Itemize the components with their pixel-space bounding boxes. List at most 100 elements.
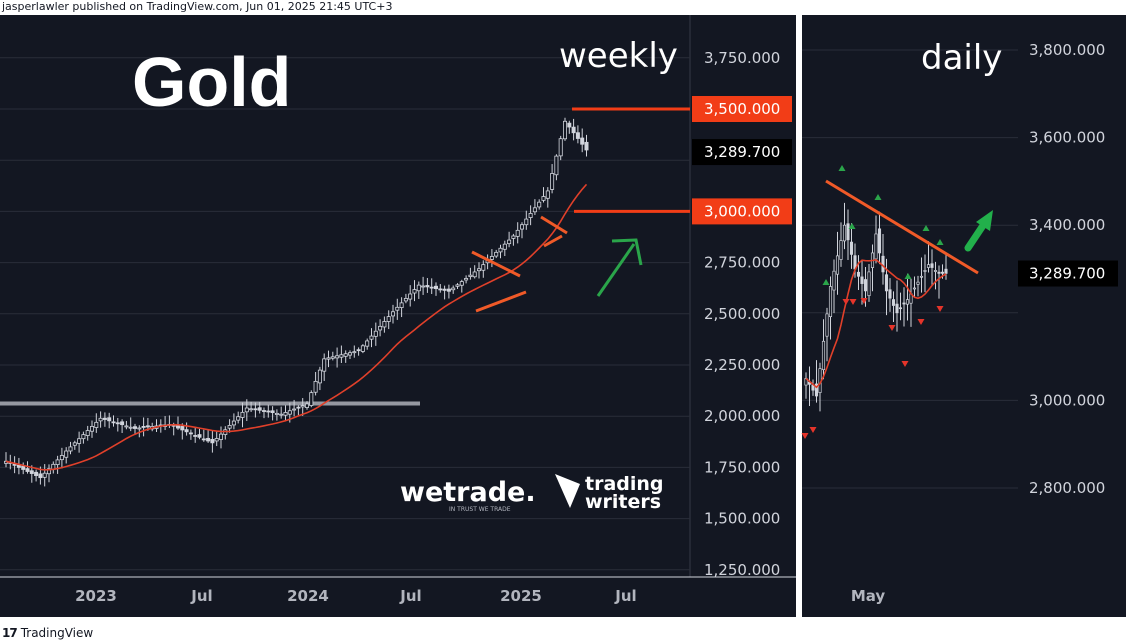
level-badge-3500: 3,500.000: [692, 96, 792, 122]
pivot-high-marker: [922, 225, 930, 231]
weekly-candle: [188, 432, 193, 435]
daily-price-tick: 3,600.000: [1029, 129, 1105, 147]
weekly-candle: [468, 274, 473, 277]
flag-lower-trendline: [543, 234, 563, 248]
weekly-candle: [339, 354, 344, 358]
daily-timeframe-label: daily: [921, 38, 1002, 78]
weekly-candle: [313, 380, 318, 393]
weekly-candle: [309, 392, 314, 406]
weekly-candle: [455, 284, 460, 287]
weekly-candle: [107, 417, 112, 422]
daily-price-tick: 3,800.000: [1029, 41, 1105, 59]
weekly-timeframe-label: weekly: [559, 36, 678, 76]
weekly-candle: [128, 426, 133, 429]
daily-candle: [937, 271, 941, 274]
weekly-candle: [571, 126, 576, 134]
pivot-low-marker: [842, 299, 850, 305]
weekly-candle: [94, 421, 99, 428]
pivot-high-marker: [936, 239, 944, 245]
weekly-candle: [446, 288, 451, 292]
weekly-candle: [537, 201, 542, 208]
weekly-candle: [145, 425, 150, 428]
pivot-low-marker: [936, 306, 944, 312]
weekly-candle: [421, 285, 426, 288]
daily-panel[interactable]: [802, 15, 1126, 617]
weekly-candle: [214, 438, 219, 442]
weekly-price-tick: 1,250.000: [704, 561, 780, 579]
weekly-panel[interactable]: [0, 15, 796, 577]
daily-candle: [944, 268, 948, 274]
weekly-time-tick: 2024: [287, 587, 329, 605]
weekly-candle: [111, 421, 116, 424]
weekly-last-price-badge: 3,289.700: [692, 139, 792, 166]
daily-candle: [898, 307, 903, 310]
weekly-time-tick: 2025: [500, 587, 542, 605]
weekly-candle: [68, 446, 73, 452]
tradingview-logo-icon: 17: [2, 626, 18, 640]
weekly-candle: [489, 256, 494, 260]
daily-candle: [839, 240, 843, 260]
footer-brand: TradingView: [20, 626, 94, 640]
daily-price-axis[interactable]: 3,800.000 3,600.000 3,400.000 3,000.000 2,80…: [1029, 41, 1105, 497]
daily-candle: [895, 303, 899, 314]
weekly-candle: [425, 285, 430, 288]
daily-candle: [905, 299, 910, 305]
daily-candle: [933, 270, 938, 272]
weekly-candle: [438, 288, 443, 291]
weekly-candle: [120, 421, 125, 426]
svg-text:IN TRUST WE TRADE: IN TRUST WE TRADE: [449, 506, 511, 513]
tradingview-footer[interactable]: 17 TradingView: [0, 624, 402, 642]
daily-price-tick: 2,800.000: [1029, 479, 1105, 497]
weekly-candle: [38, 473, 43, 479]
chart-title: Gold: [132, 43, 291, 121]
pivot-low-marker: [849, 299, 857, 305]
weekly-candle: [137, 427, 142, 430]
svg-text:wetrade.: wetrade.: [400, 477, 536, 508]
weekly-price-tick: 2,750.000: [704, 254, 780, 272]
weekly-candle: [85, 430, 90, 436]
weekly-candle: [279, 413, 284, 416]
trading-writers-logo: trading writers: [555, 473, 664, 513]
level-badge-3000: 3,000.000: [692, 198, 792, 225]
weekly-price-tick: 2,250.000: [704, 356, 780, 374]
weekly-candle: [132, 426, 137, 429]
svg-text:trading: trading: [585, 473, 664, 495]
weekly-candle: [365, 340, 370, 347]
daily-candle: [919, 275, 924, 278]
pennant-upper-trendline: [471, 250, 521, 278]
weekly-candle: [429, 286, 434, 289]
daily-candle: [846, 223, 850, 241]
weekly-candle: [520, 224, 525, 230]
weekly-candle: [141, 426, 146, 428]
weekly-candle: [287, 410, 292, 415]
weekly-price-tick: 2,500.000: [704, 305, 780, 323]
weekly-candle: [554, 155, 559, 176]
weekly-candle: [261, 410, 266, 412]
weekly-candle: [175, 425, 180, 429]
pivot-low-marker: [801, 433, 809, 439]
weekly-moving-average: [5, 183, 588, 471]
pivot-high-marker: [848, 223, 856, 229]
daily-candle: [888, 289, 892, 299]
weekly-candle: [343, 353, 348, 357]
weekly-candle: [244, 407, 249, 413]
weekly-candle: [498, 247, 503, 253]
weekly-candle: [266, 410, 271, 413]
weekly-candle: [249, 408, 254, 411]
daily-candle: [849, 241, 854, 255]
wetrade-logo: wetrade. IN TRUST WE TRADE: [400, 477, 536, 513]
daily-candle: [877, 228, 882, 254]
daily-candle: [867, 271, 871, 297]
weekly-candle: [274, 412, 279, 415]
weekly-candle: [373, 330, 378, 337]
weekly-candle: [210, 439, 215, 444]
weekly-candle: [511, 235, 516, 239]
weekly-candle: [180, 426, 185, 431]
weekly-candle: [567, 122, 572, 128]
weekly-candle: [382, 321, 387, 328]
weekly-candle: [240, 411, 245, 418]
weekly-up-arrow-icon: [596, 238, 643, 297]
pennant-lower-trendline: [475, 290, 527, 313]
weekly-candle: [90, 426, 95, 432]
weekly-candle: [42, 472, 47, 478]
